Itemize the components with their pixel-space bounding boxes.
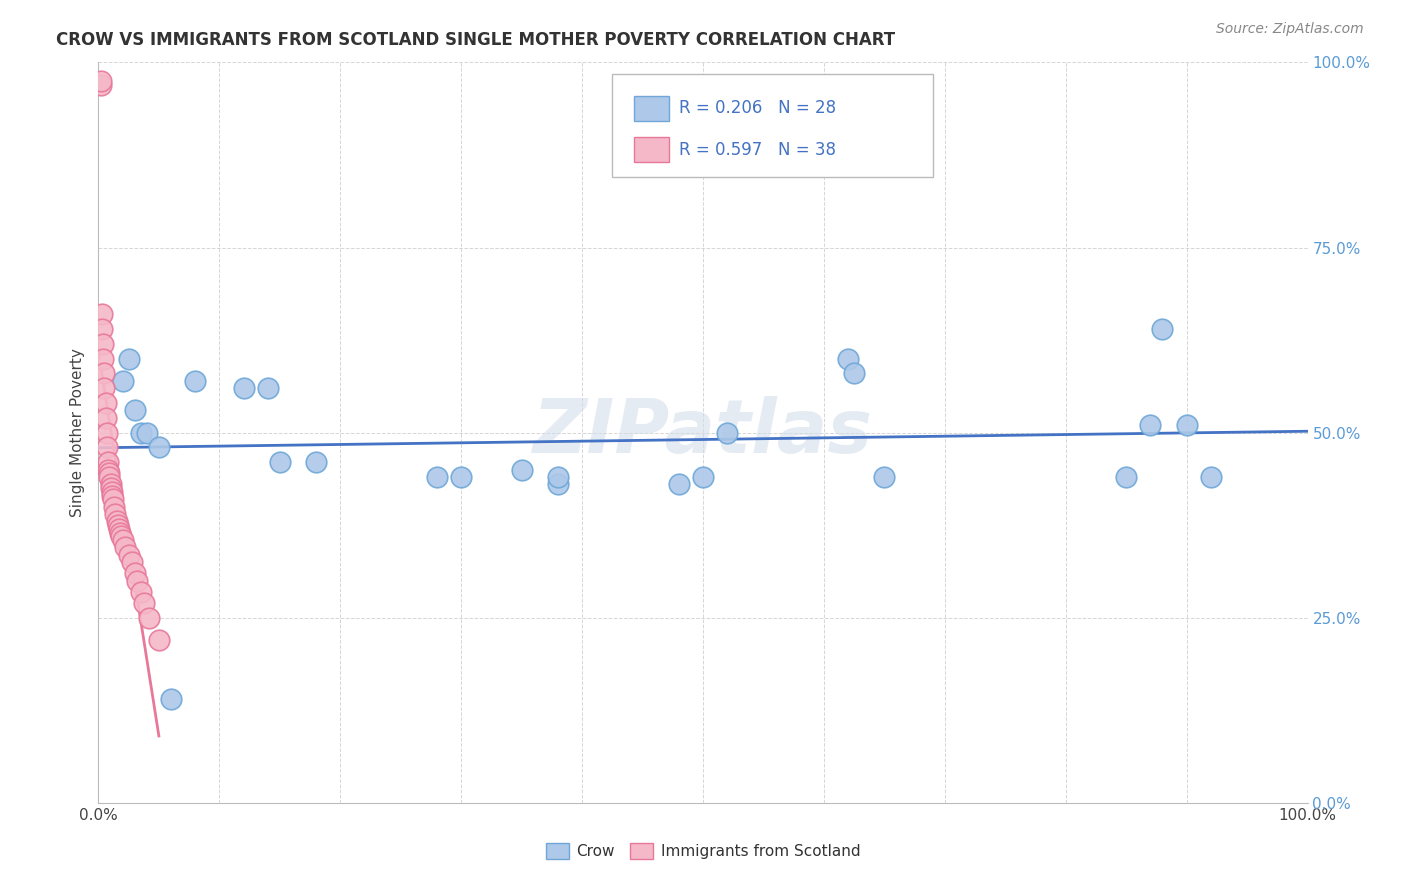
Point [450, 470, 472, 484]
Point [135, 425, 157, 440]
Point [148, 441, 170, 455]
Legend: Crow, Immigrants from Scotland: Crow, Immigrants from Scotland [540, 838, 866, 865]
Point [256, 381, 278, 395]
Text: R = 0.597   N = 38: R = 0.597 N = 38 [679, 141, 835, 159]
Point [118, 548, 141, 562]
Y-axis label: Single Mother Poverty: Single Mother Poverty [70, 348, 86, 517]
Text: ZIPatlas: ZIPatlas [533, 396, 873, 469]
Point [91, 322, 114, 336]
Point [94, 396, 117, 410]
Point [107, 518, 129, 533]
Point [1175, 418, 1198, 433]
Text: Source: ZipAtlas.com: Source: ZipAtlas.com [1216, 22, 1364, 37]
Point [269, 455, 291, 469]
FancyBboxPatch shape [634, 137, 669, 162]
Point [100, 481, 122, 495]
Point [668, 477, 690, 491]
Point [96, 425, 118, 440]
FancyBboxPatch shape [613, 73, 932, 178]
FancyBboxPatch shape [634, 95, 669, 121]
Point [873, 470, 896, 484]
Point [1152, 322, 1174, 336]
Point [1115, 470, 1137, 484]
Point [1199, 470, 1222, 484]
Point [844, 367, 866, 381]
Point [547, 477, 569, 491]
Point [232, 381, 254, 395]
Point [134, 596, 156, 610]
Point [510, 462, 533, 476]
Point [97, 462, 120, 476]
Point [129, 584, 152, 599]
Point [111, 533, 134, 547]
Point [129, 425, 152, 440]
Point [124, 403, 146, 417]
Point [98, 467, 121, 481]
Point [138, 610, 160, 624]
Point [105, 515, 128, 529]
Point [692, 470, 714, 484]
Text: CROW VS IMMIGRANTS FROM SCOTLAND SINGLE MOTHER POVERTY CORRELATION CHART: CROW VS IMMIGRANTS FROM SCOTLAND SINGLE … [56, 31, 896, 49]
Point [91, 336, 114, 351]
Point [96, 441, 118, 455]
Point [100, 489, 122, 503]
Point [101, 492, 124, 507]
Point [111, 374, 134, 388]
Point [94, 410, 117, 425]
Point [110, 529, 132, 543]
Point [104, 507, 127, 521]
Point [114, 541, 136, 555]
Point [100, 477, 122, 491]
Point [93, 381, 115, 395]
Point [90, 78, 112, 92]
Point [426, 470, 449, 484]
Point [837, 351, 859, 366]
Point [91, 351, 114, 366]
Point [97, 455, 120, 469]
Point [103, 500, 125, 514]
Point [100, 484, 122, 499]
Point [305, 455, 328, 469]
Point [1139, 418, 1161, 433]
Point [108, 525, 131, 540]
Point [90, 74, 112, 88]
Point [121, 555, 143, 569]
Point [127, 574, 149, 588]
Point [148, 632, 170, 647]
Point [160, 692, 183, 706]
Point [124, 566, 146, 581]
Point [108, 522, 131, 536]
Point [93, 367, 115, 381]
Point [184, 374, 207, 388]
Point [118, 351, 141, 366]
Text: R = 0.206   N = 28: R = 0.206 N = 28 [679, 99, 837, 117]
Point [91, 307, 114, 321]
Point [716, 425, 738, 440]
Point [98, 470, 121, 484]
Point [547, 470, 569, 484]
